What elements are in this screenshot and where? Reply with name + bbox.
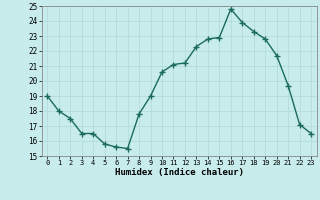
X-axis label: Humidex (Indice chaleur): Humidex (Indice chaleur) bbox=[115, 168, 244, 177]
